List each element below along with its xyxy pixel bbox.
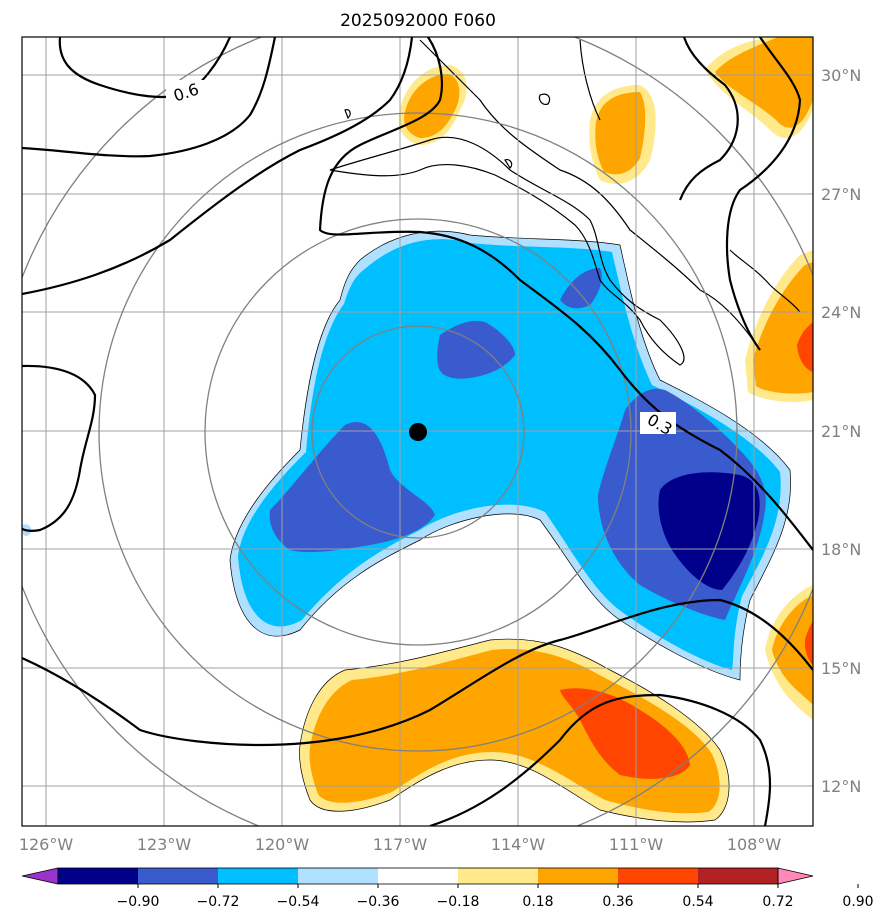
lat-label: 18°N [821, 540, 861, 559]
lon-label: 120°W [255, 835, 310, 854]
lat-label: 12°N [821, 777, 861, 796]
colorbar-tick-label: 0.18 [522, 894, 553, 910]
lat-label: 21°N [821, 422, 861, 441]
colorbar-frame [57, 867, 779, 885]
colorbar-segment [58, 868, 138, 884]
map-area: 0.6 0.3 [22, 37, 813, 826]
lon-label: 108°W [727, 835, 782, 854]
lon-label: 111°W [609, 835, 664, 854]
lon-label: 114°W [491, 835, 546, 854]
lat-label: 27°N [821, 185, 861, 204]
colorbar-extend-low [21, 867, 59, 885]
colorbar: −0.90 −0.72 −0.54 −0.36 −0.18 0.18 0.36 0.54 0.7… [21, 867, 874, 910]
colorbar-tick-label: 0.36 [602, 894, 633, 910]
colorbar-tick-label: −0.18 [437, 894, 480, 910]
colorbar-tick-label: −0.90 [117, 894, 160, 910]
colorbar-segment [138, 868, 218, 884]
colorbar-tick-label: 0.54 [682, 894, 713, 910]
colorbar-ticks: −0.90 −0.72 −0.54 −0.36 −0.18 0.18 0.36 0.54 0.7… [117, 884, 874, 910]
colorbar-tick-label: −0.36 [357, 894, 400, 910]
range-rings [22, 37, 813, 826]
bold-contours [22, 37, 813, 826]
colorbar-segment [618, 868, 698, 884]
map-frame [21, 36, 814, 827]
contour-labels: 0.6 0.3 [166, 80, 676, 439]
storm-center-dot [409, 423, 427, 441]
colorbar-segment [698, 868, 778, 884]
lat-label: 30°N [821, 66, 861, 85]
lat-label: 24°N [821, 303, 861, 322]
colorbar-segment [538, 868, 618, 884]
longitude-labels: 126°W 123°W 120°W 117°W 114°W 111°W 108°… [19, 835, 782, 854]
lat-lon-grid [22, 37, 813, 826]
colorbar-segment [218, 868, 298, 884]
negative-anomaly-shading [22, 231, 791, 680]
colorbar-extend-high [777, 867, 814, 885]
lon-label: 126°W [19, 835, 74, 854]
colorbar-segment [378, 868, 458, 884]
lon-label: 117°W [373, 835, 428, 854]
lon-label: 123°W [137, 835, 192, 854]
colorbar-segment [458, 868, 538, 884]
lat-label: 15°N [821, 659, 861, 678]
positive-anomaly-shading [299, 37, 813, 822]
colorbar-tick-label: −0.72 [197, 894, 240, 910]
latitude-labels: 30°N 27°N 24°N 21°N 18°N 15°N 12°N [821, 66, 861, 796]
colorbar-tick-label: 0.72 [762, 894, 793, 910]
colorbar-tick-label: −0.54 [277, 894, 320, 910]
colorbar-tick-label: 0.90 [842, 894, 873, 910]
map-title: 2025092000 F060 [340, 11, 496, 31]
colorbar-segments [21, 867, 814, 885]
colorbar-segment [298, 868, 378, 884]
